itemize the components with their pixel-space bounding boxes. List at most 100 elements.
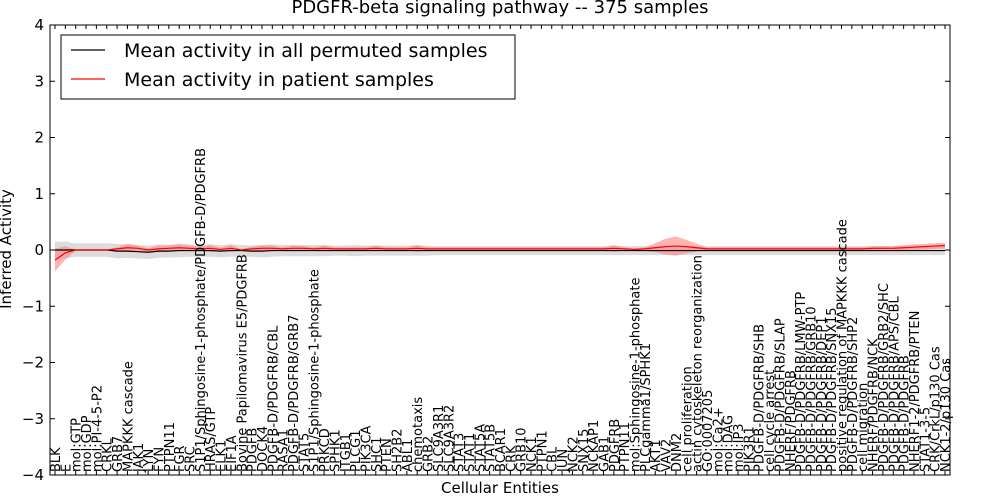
category-labels: BLKEmol:GTPmol:GDPmol:PI-4-5-P2CRKLGRB7M… bbox=[49, 148, 954, 473]
category-label: STAT1 bbox=[463, 433, 478, 472]
category-label: mol:IP3 bbox=[732, 423, 747, 472]
x-axis-label: Cellular Entities bbox=[441, 479, 559, 497]
y-tick-label: −3 bbox=[22, 410, 44, 428]
category-label: PDGFB bbox=[246, 428, 261, 472]
y-tick-label: −1 bbox=[22, 297, 44, 315]
category-label: DNM2 bbox=[670, 433, 685, 472]
category-label: ITGB1 bbox=[339, 433, 354, 472]
category-label: PDGFB-D/PDGFRB/GRB7 bbox=[287, 315, 302, 472]
category-label: PDGFB-D/PDGFRB/GRB10 bbox=[804, 306, 819, 472]
category-label: PTPN11 bbox=[618, 422, 633, 472]
legend-box bbox=[60, 34, 516, 100]
y-tick-label: 0 bbox=[34, 241, 44, 259]
category-label: SRC bbox=[184, 446, 199, 472]
category-label: mol:DAG bbox=[722, 415, 737, 472]
category-label: JAK1 bbox=[132, 443, 147, 473]
permuted-mean-line bbox=[55, 249, 945, 253]
plot-frame bbox=[49, 24, 951, 476]
chart-title: PDGFR-beta signaling pathway -- 375 samp… bbox=[291, 0, 708, 18]
category-label: mol:Sphingosine-1-phosphate bbox=[629, 278, 644, 472]
category-label: VAV2 bbox=[660, 439, 675, 472]
category-label: STAT5 bbox=[297, 433, 312, 472]
category-label: SHC1 bbox=[370, 437, 385, 472]
category-label: cell cycle arrest bbox=[763, 370, 778, 472]
category-label: PLCgamma1/SPHK1 bbox=[639, 343, 654, 472]
y-axis-label: Inferred Activity bbox=[0, 189, 15, 309]
category-label: STAT3 bbox=[453, 433, 468, 472]
category-label: PDGFRB bbox=[608, 419, 623, 472]
category-label: NHERF1-2/PDGFRB/PTEN bbox=[908, 311, 923, 472]
category-label: STAT1-3-5 bbox=[918, 407, 933, 472]
category-label: S1P1/Sphingosine-1-phosphate/PDGFB-D/PDG… bbox=[194, 148, 209, 472]
category-label: STAT5B bbox=[484, 424, 499, 472]
y-tick-label: 2 bbox=[34, 129, 44, 147]
series-lines bbox=[54, 244, 946, 261]
category-label: PDGFB-D/PDGFRB/CBL bbox=[266, 325, 281, 472]
category-label: PLCG1 bbox=[349, 429, 364, 472]
y-tick-label: −2 bbox=[22, 354, 44, 372]
category-label: PDGFB-D/PDGFRB/SHB bbox=[753, 324, 768, 472]
category-label: mol:GDP bbox=[80, 415, 95, 472]
category-label: GRB2 bbox=[422, 436, 437, 472]
category-label: ELK1 bbox=[215, 440, 230, 472]
x-axis-ticks bbox=[54, 25, 946, 475]
category-label: mol:Ca2+ bbox=[711, 407, 726, 472]
category-label: PIK3R1 bbox=[742, 426, 757, 472]
category-label: NCKAP1 bbox=[587, 420, 602, 472]
category-label: GRB7 bbox=[111, 436, 126, 472]
category-label: GO:0007205 bbox=[701, 390, 716, 472]
category-label: PDGFB-D/PDGFRB bbox=[898, 355, 913, 472]
category-label: STAT5A bbox=[473, 424, 488, 472]
category-label: positive regulation of MAPKKK cascade bbox=[836, 219, 851, 472]
y-tick-label: 4 bbox=[34, 16, 44, 34]
category-label: NCK1 bbox=[525, 436, 540, 472]
category-label: SLC9A3R1 bbox=[432, 405, 447, 472]
y-tick-label: 3 bbox=[34, 72, 44, 90]
category-label: CRK bbox=[504, 445, 519, 472]
legend: Mean activity in all permuted samples Mea… bbox=[60, 34, 516, 100]
category-label: FYN bbox=[152, 447, 167, 472]
legend-label: Mean activity in all permuted samples bbox=[124, 40, 487, 62]
category-label: ABL1 bbox=[401, 439, 416, 472]
y-axis-ticks: −4 −3 −2 −1 0 1 2 3 4 bbox=[22, 16, 950, 484]
category-label: SLC9A3R2 bbox=[442, 405, 457, 472]
category-label: DOCK4 bbox=[256, 426, 271, 472]
category-label: cell proliferation bbox=[680, 366, 695, 472]
category-label: PIK3CA bbox=[359, 425, 374, 472]
category-label: chemotaxis bbox=[411, 397, 426, 472]
category-label: PDGFB-D/PDGFRB/LMW-PTP bbox=[794, 292, 809, 472]
category-label: SNX15 bbox=[577, 429, 592, 472]
category-label: Bovine Papilomavirus E5/PDGFRB bbox=[235, 254, 250, 472]
legend-label: Mean activity in patient samples bbox=[124, 69, 434, 91]
category-label: PTEN bbox=[380, 438, 395, 472]
category-label: BCAR1 bbox=[494, 428, 509, 472]
category-label: PTPN11 bbox=[163, 422, 178, 472]
category-label: NCK1-2/p130 Cas bbox=[939, 358, 954, 472]
category-label: mol:GTP bbox=[70, 418, 85, 472]
category-label: E bbox=[59, 464, 74, 472]
category-label: PDGFB-D/PDGFRB/SHP2 bbox=[846, 317, 861, 472]
category-label: JUN bbox=[556, 449, 571, 473]
y-tick-label: 1 bbox=[34, 185, 44, 203]
category-label: NHERF/PDGFRB/NCK bbox=[867, 338, 882, 472]
category-label: PDGFB-D/PDGFRB/APS/CBL bbox=[887, 296, 902, 472]
category-label: EIF1A bbox=[225, 435, 240, 472]
category-label: PDGFB-D/PDGFRB/SNX15 bbox=[825, 307, 840, 472]
category-label: HRAS/GTP bbox=[204, 407, 219, 472]
patient-mean-line bbox=[54, 244, 946, 261]
category-label: BLK bbox=[49, 447, 64, 472]
category-label: NCK2 bbox=[566, 436, 581, 472]
category-label: CBL bbox=[546, 446, 561, 472]
category-label: AKT1 bbox=[649, 439, 664, 472]
y-tick-label: −4 bbox=[22, 466, 44, 484]
category-label: CRKL bbox=[101, 437, 116, 472]
confidence-bands bbox=[55, 236, 945, 272]
category-label: MAPKKK cascade bbox=[121, 361, 136, 472]
category-label: LYN bbox=[142, 449, 157, 472]
category-label: NHERF/PDGFRB bbox=[784, 370, 799, 472]
category-label: mol:PI-4-5-P2 bbox=[90, 385, 105, 472]
category-label: PDGFB-D/PDGFRB/GRB2/SHC bbox=[877, 283, 892, 472]
category-label: RASA1 bbox=[277, 429, 292, 472]
category-label: actin cytoskeleton reorganization bbox=[691, 255, 706, 472]
